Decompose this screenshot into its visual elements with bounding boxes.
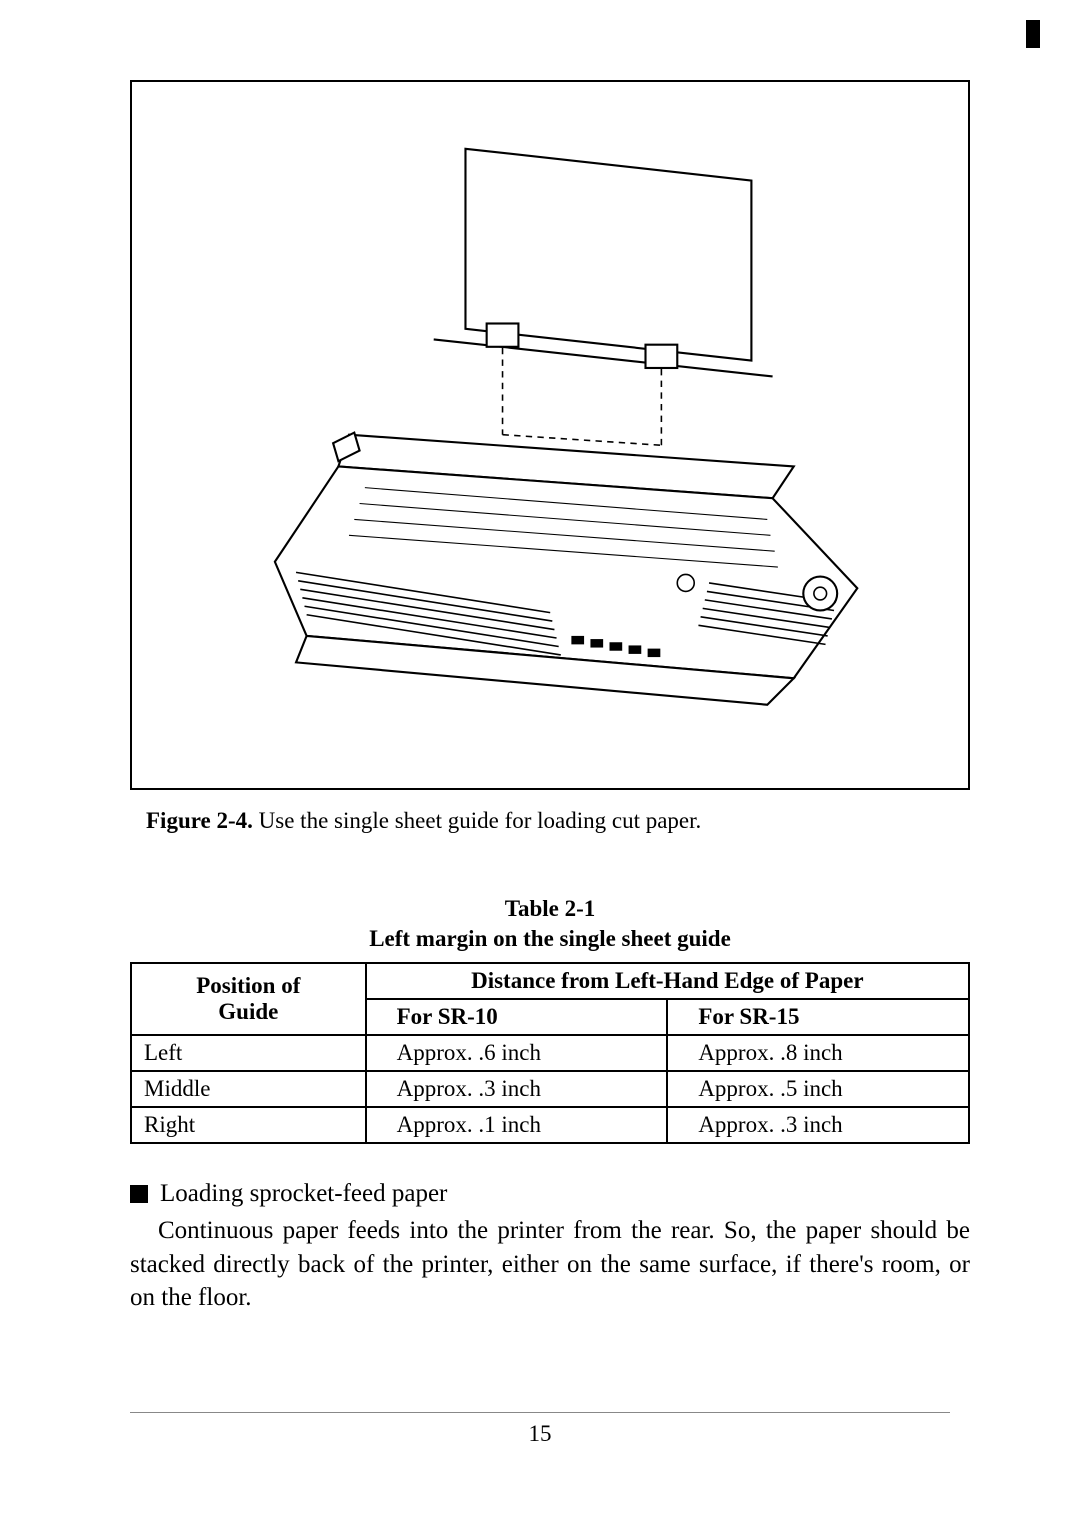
cell-sr15: Approx. .5 inch bbox=[667, 1071, 969, 1107]
printer-diagram bbox=[174, 117, 926, 752]
page-footer: 15 bbox=[0, 1412, 1080, 1447]
cell-sr10: Approx. .3 inch bbox=[366, 1071, 668, 1107]
body-paragraph: Continuous paper feeds into the printer … bbox=[130, 1214, 970, 1315]
table-header-position-l2: Guide bbox=[144, 999, 353, 1025]
section-heading-text: Loading sprocket-feed paper bbox=[160, 1180, 447, 1208]
section-heading: Loading sprocket-feed paper bbox=[130, 1180, 970, 1208]
page-number: 15 bbox=[0, 1421, 1080, 1447]
cell-sr10: Approx. .6 inch bbox=[366, 1035, 668, 1071]
table-header-sr10: For SR-10 bbox=[366, 999, 668, 1035]
table-row: Middle Approx. .3 inch Approx. .5 inch bbox=[131, 1071, 969, 1107]
cell-sr15: Approx. .3 inch bbox=[667, 1107, 969, 1143]
footer-rule bbox=[130, 1412, 950, 1413]
cell-position: Middle bbox=[131, 1071, 366, 1107]
figure-caption: Figure 2-4. Use the single sheet guide f… bbox=[130, 808, 970, 834]
figure-caption-text: Use the single sheet guide for loading c… bbox=[259, 808, 702, 833]
table-row: Right Approx. .1 inch Approx. .3 inch bbox=[131, 1107, 969, 1143]
cell-sr10: Approx. .1 inch bbox=[366, 1107, 668, 1143]
cell-sr15: Approx. .8 inch bbox=[667, 1035, 969, 1071]
table-header-distance: Distance from Left-Hand Edge of Paper bbox=[366, 963, 969, 999]
cell-position: Right bbox=[131, 1107, 366, 1143]
table-row: Left Approx. .6 inch Approx. .8 inch bbox=[131, 1035, 969, 1071]
table-number: Table 2-1 bbox=[130, 894, 970, 924]
margin-table: Position of Guide Distance from Left-Han… bbox=[130, 962, 970, 1144]
table-title: Left margin on the single sheet guide bbox=[130, 924, 970, 954]
table-header-position: Position of Guide bbox=[131, 963, 366, 1035]
figure-illustration bbox=[130, 80, 970, 790]
corner-mark bbox=[1026, 20, 1040, 48]
cell-position: Left bbox=[131, 1035, 366, 1071]
figure-label: Figure 2-4. bbox=[146, 808, 253, 833]
table-header-position-l1: Position of bbox=[144, 973, 353, 999]
bullet-icon bbox=[130, 1185, 148, 1203]
table-title-block: Table 2-1 Left margin on the single shee… bbox=[130, 894, 970, 954]
table-header-sr15: For SR-15 bbox=[667, 999, 969, 1035]
